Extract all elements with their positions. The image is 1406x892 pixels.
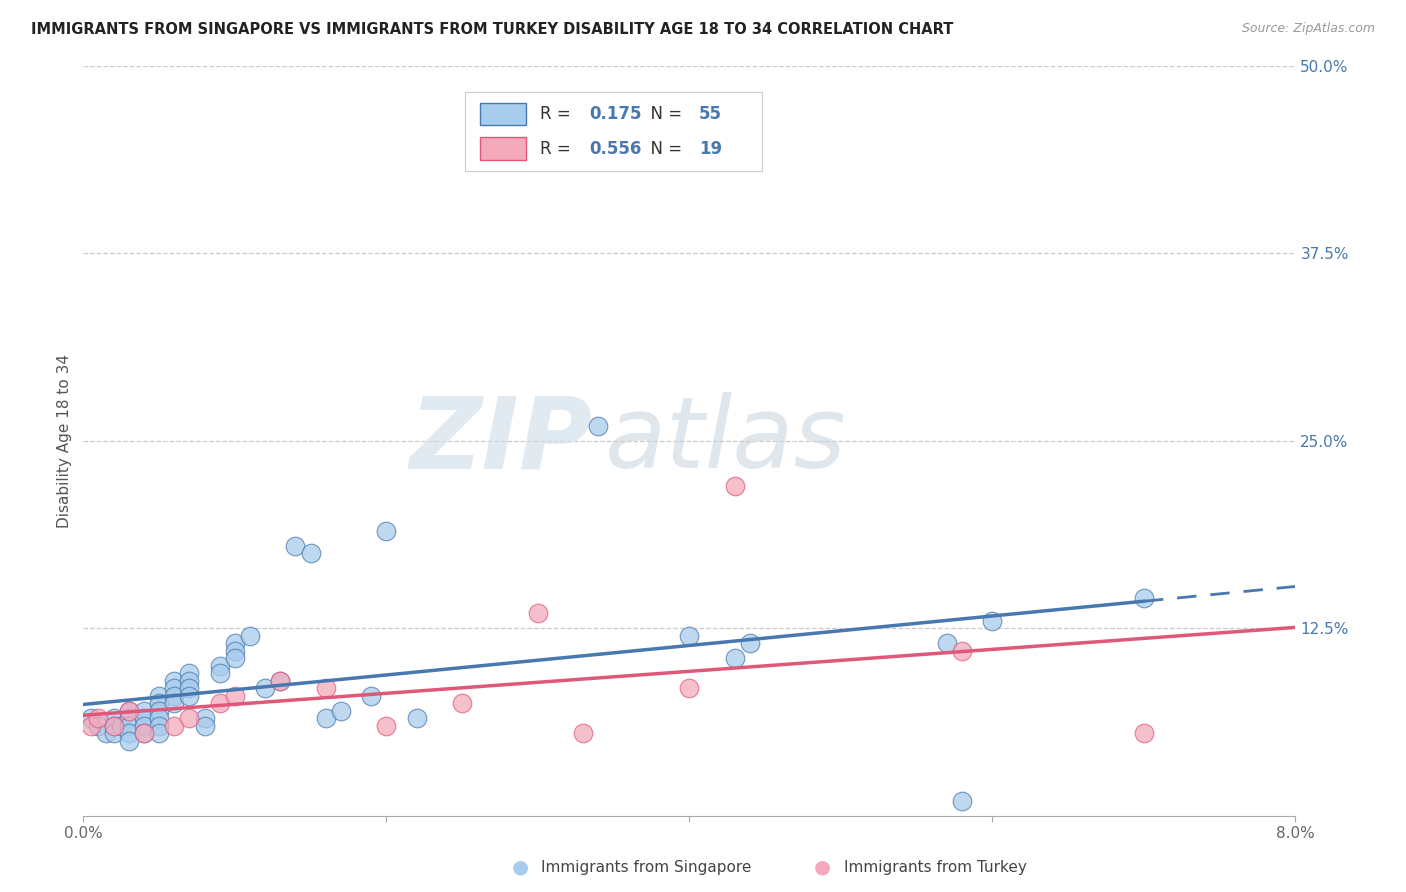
- Point: [148, 726, 170, 740]
- Text: 0.175: 0.175: [589, 105, 641, 123]
- Point: [118, 726, 141, 740]
- FancyBboxPatch shape: [465, 92, 762, 170]
- Point: [163, 681, 186, 696]
- Point: [315, 711, 337, 725]
- Point: [572, 726, 595, 740]
- Point: [208, 658, 231, 673]
- Point: [163, 673, 186, 688]
- Point: [179, 681, 201, 696]
- Point: [132, 711, 155, 725]
- Point: [148, 711, 170, 725]
- Point: [132, 726, 155, 740]
- Point: [103, 719, 125, 733]
- Point: [148, 697, 170, 711]
- Point: [110, 719, 132, 733]
- Text: Immigrants from Singapore: Immigrants from Singapore: [541, 860, 752, 874]
- Text: ZIP: ZIP: [409, 392, 592, 489]
- Point: [269, 673, 291, 688]
- Point: [179, 673, 201, 688]
- Point: [724, 651, 747, 665]
- Point: [224, 644, 246, 658]
- Point: [179, 666, 201, 681]
- Point: [132, 704, 155, 718]
- Point: [588, 418, 610, 433]
- Text: N =: N =: [640, 139, 688, 158]
- Text: ●: ●: [512, 857, 529, 877]
- Point: [103, 719, 125, 733]
- Point: [118, 719, 141, 733]
- Point: [738, 636, 761, 650]
- Point: [950, 644, 973, 658]
- Point: [224, 689, 246, 703]
- Point: [103, 711, 125, 725]
- Point: [724, 479, 747, 493]
- Point: [87, 719, 110, 733]
- Text: IMMIGRANTS FROM SINGAPORE VS IMMIGRANTS FROM TURKEY DISABILITY AGE 18 TO 34 CORR: IMMIGRANTS FROM SINGAPORE VS IMMIGRANTS …: [31, 22, 953, 37]
- Point: [1133, 591, 1156, 606]
- Point: [118, 704, 141, 718]
- Text: Immigrants from Turkey: Immigrants from Turkey: [844, 860, 1026, 874]
- Point: [179, 711, 201, 725]
- Point: [950, 794, 973, 808]
- Point: [103, 726, 125, 740]
- Point: [315, 681, 337, 696]
- Point: [1133, 726, 1156, 740]
- Text: 0.556: 0.556: [589, 139, 641, 158]
- Text: R =: R =: [540, 139, 576, 158]
- Point: [284, 539, 307, 553]
- Text: N =: N =: [640, 105, 688, 123]
- Point: [179, 689, 201, 703]
- Point: [981, 614, 1004, 628]
- Point: [118, 711, 141, 725]
- Point: [163, 719, 186, 733]
- Point: [224, 636, 246, 650]
- Point: [118, 734, 141, 748]
- Point: [193, 719, 215, 733]
- Point: [269, 673, 291, 688]
- Point: [678, 629, 700, 643]
- Point: [527, 607, 550, 621]
- Point: [148, 689, 170, 703]
- Point: [451, 697, 474, 711]
- Text: atlas: atlas: [605, 392, 846, 489]
- Point: [375, 524, 398, 538]
- FancyBboxPatch shape: [479, 103, 526, 125]
- Point: [132, 719, 155, 733]
- Y-axis label: Disability Age 18 to 34: Disability Age 18 to 34: [58, 354, 72, 528]
- Point: [80, 719, 103, 733]
- Point: [405, 711, 427, 725]
- Point: [678, 681, 700, 696]
- Text: Source: ZipAtlas.com: Source: ZipAtlas.com: [1241, 22, 1375, 36]
- Point: [163, 697, 186, 711]
- Point: [375, 719, 398, 733]
- Point: [299, 546, 322, 560]
- Point: [254, 681, 277, 696]
- Point: [148, 704, 170, 718]
- Point: [239, 629, 262, 643]
- Point: [208, 697, 231, 711]
- Point: [118, 704, 141, 718]
- Point: [193, 711, 215, 725]
- Text: ●: ●: [814, 857, 831, 877]
- Text: R =: R =: [540, 105, 576, 123]
- Text: 19: 19: [699, 139, 723, 158]
- Text: 55: 55: [699, 105, 723, 123]
- Point: [360, 689, 382, 703]
- Point: [936, 636, 959, 650]
- Point: [80, 711, 103, 725]
- Point: [94, 726, 117, 740]
- Point: [224, 651, 246, 665]
- Point: [132, 726, 155, 740]
- Point: [329, 704, 352, 718]
- Point: [87, 711, 110, 725]
- Point: [163, 689, 186, 703]
- FancyBboxPatch shape: [479, 137, 526, 160]
- Point: [148, 719, 170, 733]
- Point: [208, 666, 231, 681]
